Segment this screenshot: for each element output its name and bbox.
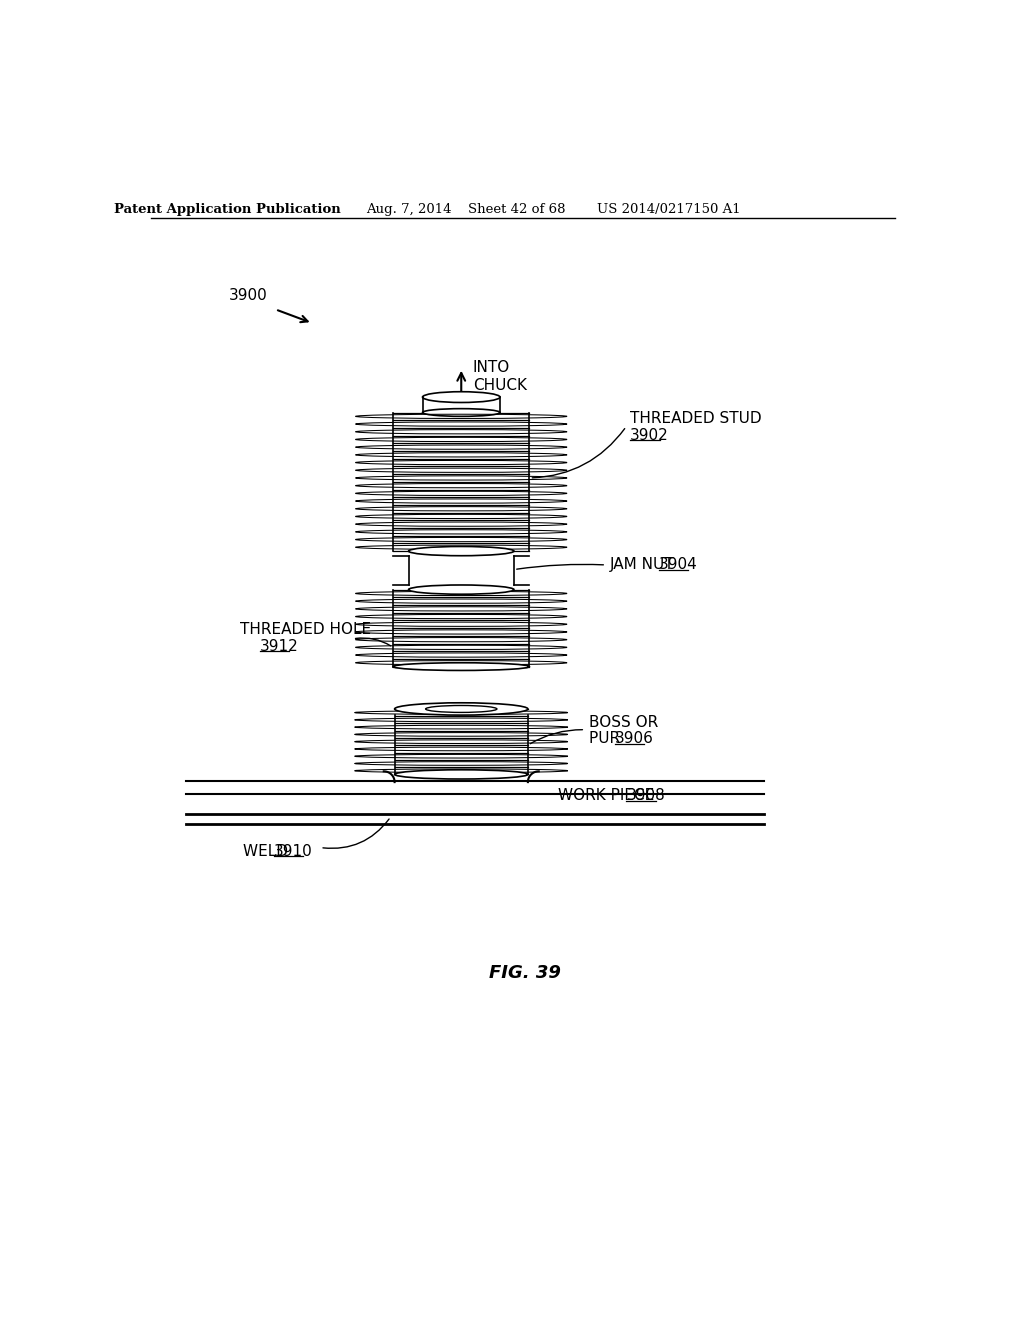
Text: THREADED HOLE: THREADED HOLE: [241, 622, 372, 638]
Text: 3900: 3900: [228, 288, 267, 304]
Text: 3910: 3910: [273, 843, 312, 859]
Text: Patent Application Publication: Patent Application Publication: [114, 203, 341, 216]
Text: 3902: 3902: [630, 428, 669, 444]
Ellipse shape: [409, 546, 514, 556]
Text: FIG. 39: FIG. 39: [488, 964, 561, 982]
Text: INTO
CHUCK: INTO CHUCK: [473, 359, 527, 393]
Text: WORK PIECE: WORK PIECE: [558, 788, 659, 804]
Ellipse shape: [394, 702, 528, 715]
Text: US 2014/0217150 A1: US 2014/0217150 A1: [597, 203, 740, 216]
Text: 3912: 3912: [260, 639, 299, 655]
Text: JAM NUT: JAM NUT: [610, 557, 680, 573]
Text: THREADED STUD: THREADED STUD: [630, 411, 762, 426]
Text: WELD: WELD: [243, 843, 293, 859]
Text: Aug. 7, 2014: Aug. 7, 2014: [366, 203, 452, 216]
Ellipse shape: [394, 770, 528, 779]
Text: Sheet 42 of 68: Sheet 42 of 68: [468, 203, 566, 216]
Text: 3906: 3906: [614, 731, 653, 747]
Ellipse shape: [393, 663, 529, 671]
Text: 3904: 3904: [658, 557, 697, 573]
Ellipse shape: [426, 705, 497, 713]
Text: 3908: 3908: [627, 788, 665, 804]
Ellipse shape: [409, 585, 514, 594]
Text: BOSS OR: BOSS OR: [589, 714, 658, 730]
Text: PUR: PUR: [589, 731, 625, 747]
Ellipse shape: [423, 409, 500, 416]
Ellipse shape: [423, 392, 500, 403]
